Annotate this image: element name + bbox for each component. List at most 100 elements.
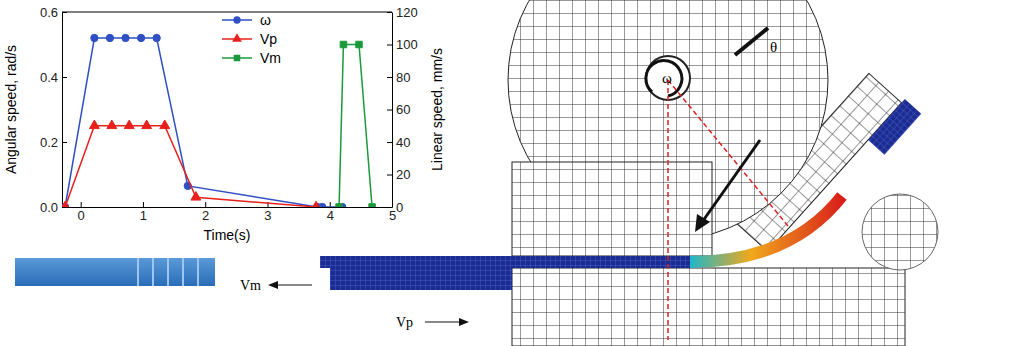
series-marker [137, 34, 144, 41]
bending-diagram: Vm Vp θ ω [15, 0, 938, 346]
legend-label: Vm [260, 50, 281, 66]
y-axis-tick-mark [62, 207, 67, 208]
rotation-arrow [646, 60, 682, 96]
y2-axis-tick: 20 [387, 167, 410, 182]
y-axis-line [62, 13, 63, 208]
series-marker [122, 34, 129, 41]
y-axis-tick-label: 0.6 [40, 5, 58, 20]
y2-axis-tick-label: 60 [396, 102, 410, 117]
y2-axis-tick-label: 40 [396, 135, 410, 150]
y2-axis-tick-mark [387, 110, 392, 111]
vm-arrow [275, 284, 312, 285]
legend: ω Vp Vm [222, 12, 281, 66]
series-marker [340, 41, 346, 47]
y2-axis-tick-label: 100 [396, 37, 418, 52]
pressure-die [512, 268, 905, 346]
y2-axis-tick-label: 80 [396, 70, 410, 85]
theta-marker [735, 28, 768, 55]
x-axis-tick: 0 [78, 202, 85, 223]
series-marker [124, 120, 134, 129]
x-axis-tick-mark [143, 202, 144, 207]
speed-chart: 0123450.00.20.40.6020406080100120Time(s)… [3, 5, 445, 243]
y-axis-tick-label: 0.4 [40, 70, 58, 85]
series-marker [336, 204, 342, 207]
vm-arrowhead [268, 281, 278, 289]
y2-axis-tick-label: 120 [396, 5, 418, 20]
theta-arrowhead [695, 214, 710, 232]
y2-axis-tick-label: 0 [396, 200, 403, 215]
x-axis-tick-label: 4 [327, 208, 334, 223]
vp-arrowhead [459, 318, 469, 326]
x-axis-tick-label: 0 [78, 208, 85, 223]
y-axis-tick-label: 0.2 [40, 135, 58, 150]
y2-axis: 0 20 40 60 80 100 120 [387, 5, 418, 215]
theta-arrow [700, 140, 760, 225]
series-marker [369, 204, 375, 207]
y-axis-tick: 0.2 [40, 135, 67, 150]
legend-entry: ω [222, 12, 271, 28]
vp-arrow [425, 321, 462, 322]
diagram-label: ω [662, 70, 672, 86]
die-block [512, 162, 712, 256]
series-marker [107, 120, 117, 129]
tube-ring [197, 258, 199, 286]
tube-ring [137, 258, 139, 286]
x-axis-tick: 3 [264, 202, 271, 223]
legend-label: Vp [260, 31, 277, 47]
x-axis: 012345 [63, 202, 397, 223]
y2-axis-tick-mark [387, 207, 392, 208]
tube-ring [152, 258, 154, 286]
series-marker [191, 192, 201, 201]
y-axis-tick-mark [62, 77, 67, 78]
y2-axis-tick: 80 [387, 70, 410, 85]
y-axis-tick: 0.4 [40, 70, 67, 85]
x-axis-tick: 2 [202, 202, 209, 223]
series-marker [153, 34, 160, 41]
legend-entry: Vp [222, 31, 277, 47]
x-axis-tick-label: 2 [202, 208, 209, 223]
legend-marker [234, 55, 240, 61]
series-marker [142, 120, 152, 129]
y-axis-tick: 0.0 [40, 200, 67, 215]
series-line [339, 45, 372, 208]
y2-axis-tick-mark [387, 45, 392, 46]
series-marker [106, 34, 113, 41]
workpiece-lower [330, 268, 512, 290]
center-line [667, 80, 669, 340]
series-marker [89, 120, 99, 129]
series-marker [319, 203, 326, 207]
series-marker [311, 201, 321, 207]
plot-area [62, 34, 375, 207]
y2-axis-tick-mark [387, 175, 392, 176]
legend-marker [233, 16, 240, 23]
y-axis-title: Angular speed, rad/s [3, 45, 19, 174]
x-axis-title: Time(s) [204, 227, 251, 243]
y2-axis-tick-label: 20 [396, 167, 410, 182]
diagram-label: θ [770, 39, 777, 55]
workpiece [320, 256, 690, 268]
x-axis-tick-mark [205, 202, 206, 207]
legend-label: ω [260, 12, 271, 28]
series-marker [356, 41, 362, 47]
series-marker [160, 120, 170, 129]
x-axis-tick-mark [81, 202, 82, 207]
x-axis-tick-label: 1 [140, 208, 147, 223]
tube-model [15, 258, 215, 286]
series-line [65, 126, 316, 207]
y2-axis-tick: 0 [387, 200, 403, 215]
wiper-die [862, 194, 938, 270]
angle-line [668, 80, 788, 226]
plot-frame [62, 12, 392, 13]
y-axis: 0.0 0.2 0.4 0.6 [40, 5, 67, 215]
legend-entry: Vm [222, 50, 281, 66]
y2-axis-tick: 40 [387, 135, 410, 150]
legend-marker [232, 33, 242, 42]
series-marker [91, 34, 98, 41]
series-marker [62, 201, 70, 207]
y2-axis-tick-mark [387, 142, 392, 143]
diagram-label: Vp [396, 315, 413, 330]
tube-ring [182, 258, 184, 286]
y-axis-tick-label: 0.0 [40, 200, 58, 215]
x-axis-tick: 1 [140, 202, 147, 223]
y2-axis-tick-mark [387, 77, 392, 78]
